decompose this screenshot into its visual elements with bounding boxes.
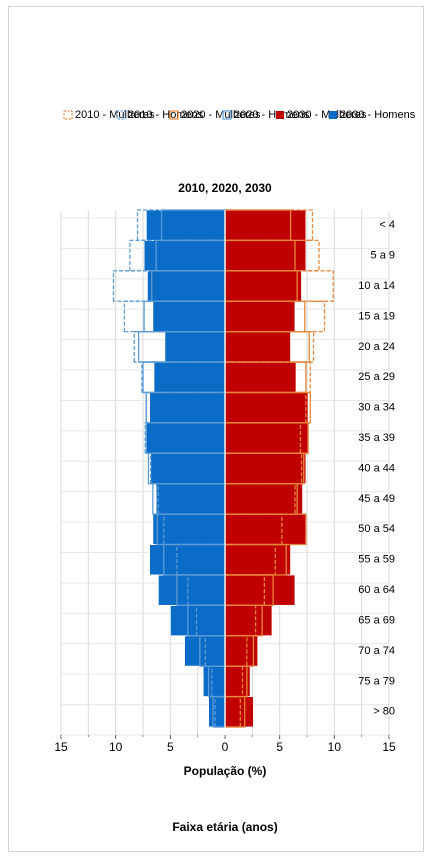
bar <box>224 331 291 363</box>
value-tick-label: 15 <box>54 740 68 754</box>
value-tick-label: 5 <box>167 740 174 754</box>
category-tick-label: < 4 <box>379 219 395 231</box>
bar <box>224 270 302 302</box>
legend-swatch <box>116 110 126 120</box>
bar <box>149 392 226 424</box>
category-tick-label: 40 a 44 <box>358 462 395 474</box>
bar <box>224 392 309 424</box>
axes: > 80 75 a 79 70 a 74 65 a 69 60 a 64 55 a 59 5… <box>54 210 396 754</box>
value-tick-label: 10 <box>109 740 123 754</box>
chart-frame: > 80 75 a 79 70 a 74 65 a 69 60 a 64 55 a 59 5… <box>8 6 424 852</box>
value-tick-label: 10 <box>328 740 342 754</box>
bar <box>224 574 296 606</box>
bar <box>224 240 307 272</box>
bar <box>169 604 226 637</box>
value-tick-label: 5 <box>276 740 283 754</box>
bar <box>224 483 304 515</box>
legend-swatch <box>222 110 232 120</box>
legend-label: 2030 - Mulheres <box>287 109 367 121</box>
bar <box>224 422 309 454</box>
bar <box>146 270 226 302</box>
bar <box>224 604 273 637</box>
bar <box>157 574 226 606</box>
value-tick-label: 0 <box>222 740 229 754</box>
bar <box>164 331 226 363</box>
legend-item: 2030 - Homens <box>329 109 416 121</box>
category-tick-label: 65 a 69 <box>358 614 395 626</box>
bars <box>112 209 334 728</box>
bar <box>208 696 226 728</box>
category-tick-label: 30 a 34 <box>358 402 395 414</box>
population-pyramid-chart: > 80 75 a 79 70 a 74 65 a 69 60 a 64 55 a 59 5… <box>54 109 416 834</box>
legend-swatch <box>276 111 284 119</box>
chart-title: 2010, 2020, 2030 <box>178 181 272 195</box>
category-tick-label: 5 a 9 <box>371 250 395 262</box>
x-axis-label: População (%) <box>184 764 267 778</box>
value-tick-label: 15 <box>382 740 396 754</box>
category-tick-label: 25 a 29 <box>358 371 395 383</box>
category-tick-label: 10 a 14 <box>358 280 395 292</box>
legend-label: 2020 - Homens <box>234 109 310 121</box>
bar <box>204 635 226 667</box>
bar <box>155 483 226 515</box>
bar <box>153 361 226 393</box>
category-tick-label: > 80 <box>373 706 395 718</box>
bar <box>224 544 291 576</box>
bar <box>152 300 226 333</box>
legend-swatch <box>169 110 179 120</box>
bar <box>202 665 226 697</box>
category-tick-label: 35 a 39 <box>358 432 395 444</box>
y-axis-label: Faixa etária (anos) <box>172 820 277 834</box>
category-tick-label: 50 a 54 <box>358 523 395 535</box>
category-tick-label: 75 a 79 <box>358 675 395 687</box>
legend-label: 2010 - Mulheres <box>75 109 155 121</box>
bar <box>224 209 307 241</box>
category-tick-label: 45 a 49 <box>358 493 395 505</box>
legend-item: 2010 - Mulheres <box>63 109 155 121</box>
bar <box>224 452 307 485</box>
category-tick-label: 60 a 64 <box>358 584 395 596</box>
bar <box>145 422 226 454</box>
category-tick-label: 15 a 19 <box>358 310 395 322</box>
bar <box>224 696 254 728</box>
bar <box>224 300 296 333</box>
category-tick-label: 70 a 74 <box>358 645 395 657</box>
legend-swatch <box>63 110 73 120</box>
legend-item: 2010 - Homens <box>116 109 204 121</box>
legend-label: 2010 - Homens <box>128 109 204 121</box>
bar <box>149 544 226 576</box>
legend-item: 2020 - Mulheres <box>169 109 261 121</box>
legend-item: 2020 - Homens <box>222 109 310 121</box>
bar <box>144 422 226 454</box>
category-tick-label: 20 a 24 <box>358 341 395 353</box>
legend-label: 2020 - Mulheres <box>181 109 261 121</box>
bar <box>145 209 226 241</box>
bar <box>224 513 307 545</box>
bar <box>224 361 297 393</box>
legend-swatch <box>329 111 337 119</box>
bar <box>150 452 226 485</box>
category-tick-label: 55 a 59 <box>358 554 395 566</box>
legend-label: 2030 - Homens <box>340 109 416 121</box>
legend-item: 2030 - Mulheres <box>276 109 367 121</box>
